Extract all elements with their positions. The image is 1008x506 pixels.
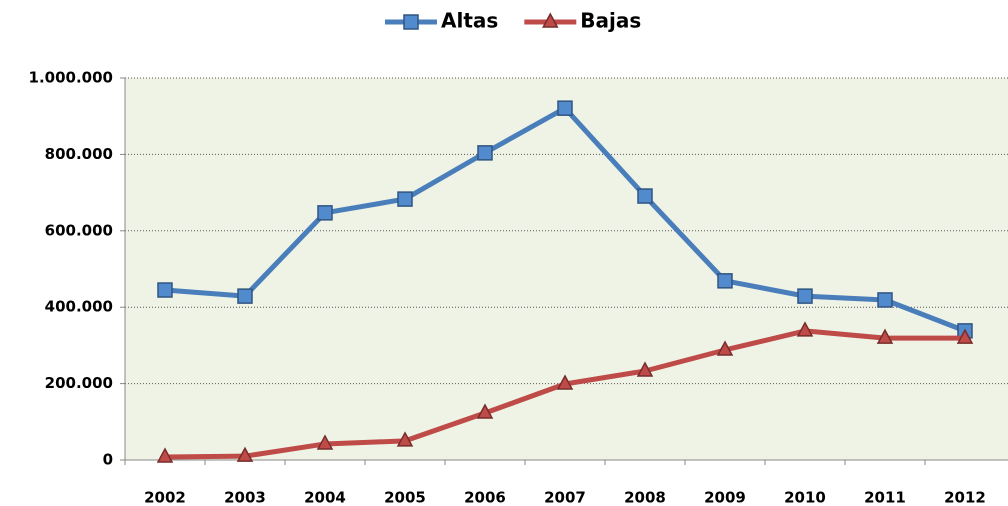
marker	[403, 14, 419, 30]
marker	[476, 403, 494, 419]
x-tick-label: 2003	[224, 489, 266, 506]
x-tick-label: 2006	[464, 489, 506, 506]
x-tick-label: 2007	[544, 489, 586, 506]
marker	[956, 328, 974, 344]
marker	[877, 292, 893, 308]
marker	[557, 100, 573, 116]
x-tick-label: 2005	[384, 489, 426, 506]
x-tick-label: 2004	[304, 489, 346, 506]
marker	[636, 361, 654, 377]
marker	[717, 273, 733, 289]
y-tick-label: 600.000	[45, 221, 113, 239]
y-tick-label: 400.000	[45, 298, 113, 316]
x-tick-label: 2002	[144, 489, 186, 506]
plot-area	[125, 78, 1008, 460]
y-tick-label: 200.000	[45, 374, 113, 392]
legend-label: Altas	[441, 9, 498, 33]
marker	[317, 205, 333, 221]
marker	[876, 328, 894, 344]
y-tick-label: 800.000	[45, 145, 113, 163]
marker	[477, 145, 493, 161]
marker	[716, 340, 734, 356]
marker	[397, 191, 413, 207]
marker	[237, 288, 253, 304]
x-tick-label: 2011	[864, 489, 906, 506]
x-tick-label: 2008	[624, 489, 666, 506]
marker	[157, 282, 173, 298]
marker	[316, 434, 334, 450]
marker	[637, 188, 653, 204]
legend-label: Bajas	[580, 9, 641, 33]
marker	[556, 374, 574, 390]
marker	[797, 288, 813, 304]
marker	[796, 321, 814, 337]
x-tick-label: 2012	[944, 489, 986, 506]
marker	[396, 431, 414, 447]
marker	[156, 447, 174, 463]
marker	[542, 12, 559, 28]
y-tick-label: 0	[103, 451, 113, 469]
x-tick-label: 2010	[784, 489, 826, 506]
marker	[236, 446, 254, 462]
y-tick-label: 1.000.000	[29, 69, 113, 87]
x-tick-label: 2009	[704, 489, 746, 506]
